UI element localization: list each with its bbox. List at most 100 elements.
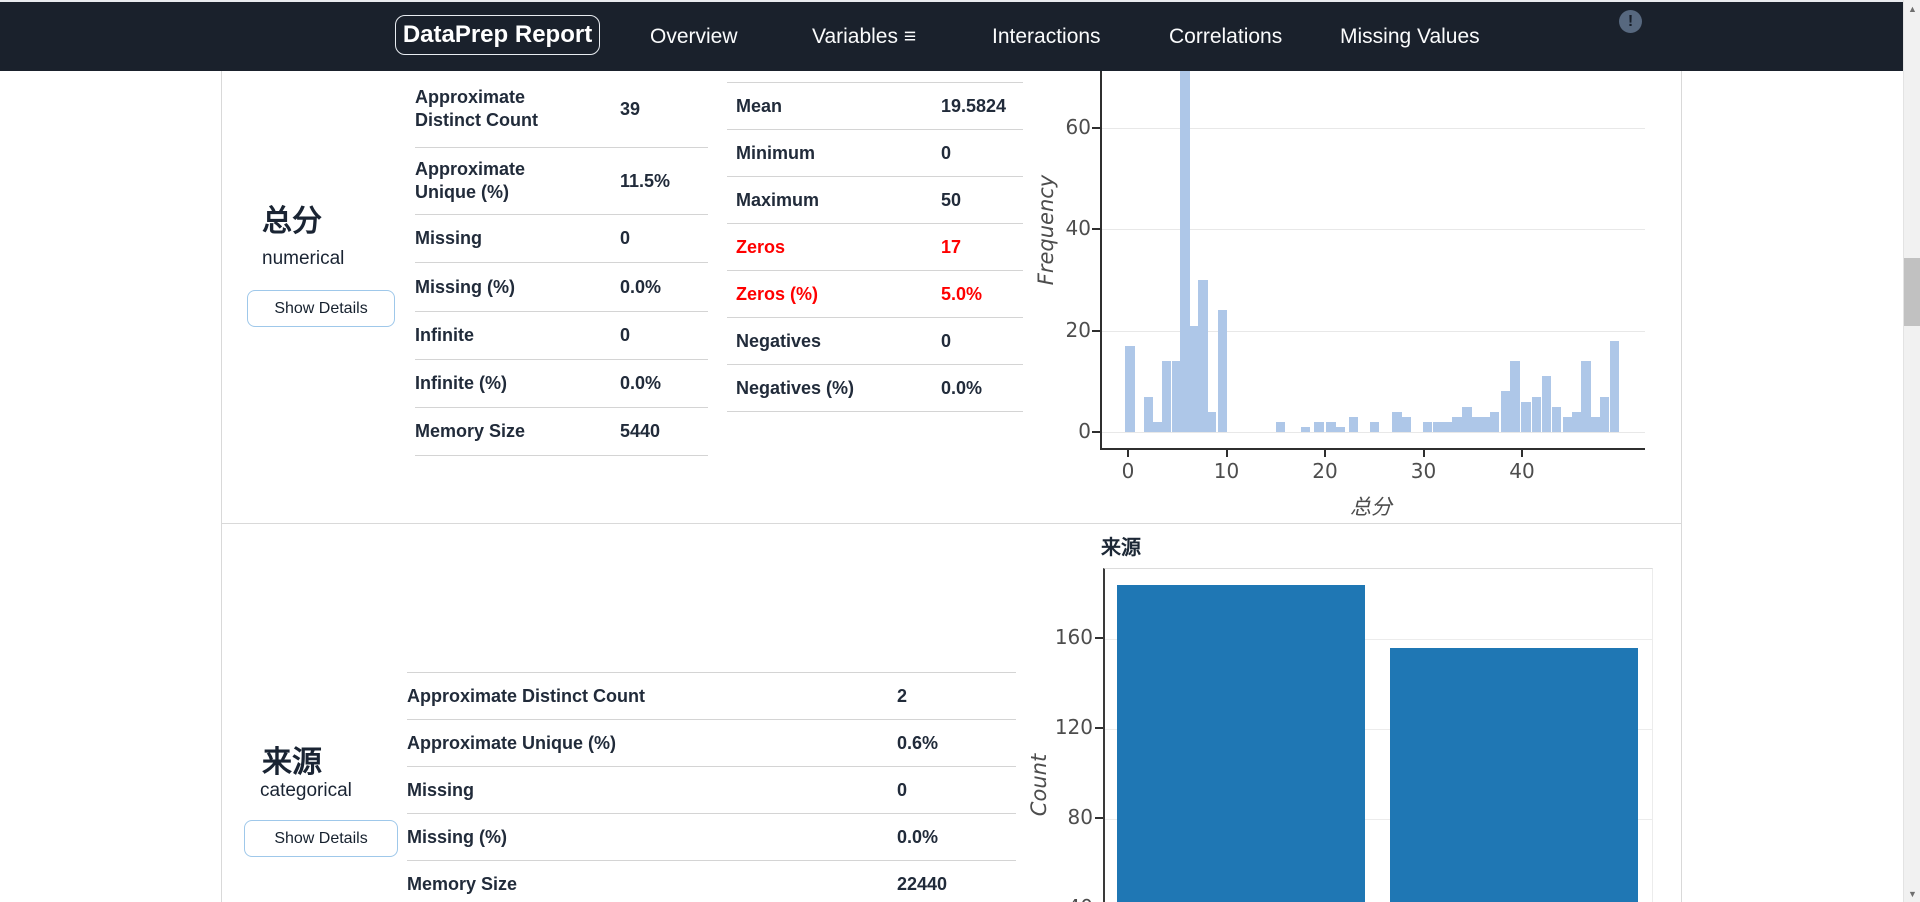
scrollbar-thumb[interactable] — [1904, 258, 1920, 326]
scrollbar-down-icon[interactable]: ▼ — [1908, 888, 1917, 899]
x-tick-label: 10 — [1213, 459, 1240, 483]
stat-value: 19.5824 — [941, 95, 1007, 116]
histogram-bar — [1480, 416, 1491, 432]
stat-label: Approximate Unique (%) — [407, 732, 617, 753]
histogram-bar — [1600, 396, 1610, 432]
category-bar — [1117, 585, 1365, 902]
top-edge-line — [0, 0, 1920, 2]
stat-value: 0 — [941, 142, 952, 163]
stat-value: 2 — [897, 685, 908, 706]
gridline — [1102, 432, 1645, 433]
histogram-bar — [1472, 416, 1482, 432]
alert-icon[interactable]: ! — [1619, 10, 1642, 33]
x-tick-label: 40 — [1509, 459, 1535, 483]
show-details-button[interactable]: Show Details — [247, 290, 395, 327]
histogram-chart: Frequency 0 20 40 60 0 10 20 30 40 总分 — [1031, 71, 1681, 523]
stat-row: Negatives (%) 0.0% — [727, 365, 1023, 412]
histogram-bar — [1489, 411, 1500, 432]
histogram-bar — [1452, 416, 1462, 432]
x-tick — [1127, 450, 1129, 457]
stat-label: Zeros (%) — [736, 283, 819, 304]
y-tick-label: 160 — [1054, 625, 1093, 649]
stat-row: Approximate Unique (%) 11.5% — [415, 148, 708, 215]
histogram-bar — [1392, 411, 1402, 432]
x-tick-label: 20 — [1312, 459, 1338, 483]
histogram-bar — [1125, 345, 1135, 432]
bar-chart-title: 来源 — [1101, 537, 1141, 559]
stat-value: 0.6% — [897, 732, 939, 753]
page-scrollbar[interactable]: ▲ ▼ — [1903, 0, 1920, 902]
stat-row: Infinite 0 — [415, 312, 708, 360]
stat-row: Infinite (%) 0.0% — [415, 360, 708, 408]
section-divider — [221, 523, 1681, 524]
stat-value: 39 — [620, 98, 641, 119]
brand-button[interactable]: DataPrep Report — [395, 15, 600, 55]
stat-row: Minimum 0 — [727, 130, 1023, 177]
y-tick-label: 40 — [1065, 216, 1091, 241]
stat-label: Approximate Distinct Count — [407, 685, 646, 706]
x-tick-label: 0 — [1121, 459, 1135, 483]
overview-stats-table: Approximate Distinct Count 39 Approximate … — [415, 71, 708, 456]
stat-row: Approximate Distinct Count 2 — [407, 673, 1016, 720]
stat-row: Approximate Unique (%) 0.6% — [407, 720, 1016, 767]
histogram-bar — [1500, 391, 1510, 432]
histogram-bar — [1562, 416, 1573, 432]
variable-name-laiyuan: 来源 — [262, 746, 322, 779]
stat-label: Memory Size — [415, 421, 526, 441]
histogram-plot-area — [1100, 71, 1645, 450]
stat-label: Infinite (%) — [415, 373, 507, 393]
x-tick — [1225, 450, 1228, 457]
histogram-bar — [1144, 396, 1154, 432]
categorical-stats-table: Approximate Distinct Count 2 Approximate U… — [407, 672, 1016, 902]
stat-value: 0.0% — [620, 276, 662, 297]
histogram-bar — [1171, 361, 1181, 432]
show-details-button[interactable]: Show Details — [244, 820, 398, 857]
stat-label: Zeros — [736, 236, 786, 257]
stat-label: Negatives (%) — [736, 377, 855, 398]
stat-row: Zeros 17 — [727, 224, 1023, 271]
histogram-bar — [1336, 426, 1346, 432]
y-tick — [1095, 637, 1103, 639]
stat-row: Memory Size 5440 — [415, 408, 708, 456]
stat-row: Approximate Distinct Count 39 — [415, 71, 708, 148]
histogram-bar — [1510, 361, 1520, 432]
stat-row: Missing (%) 0.0% — [415, 263, 708, 312]
stat-value: 50 — [941, 189, 962, 210]
y-tick-label: 60 — [1065, 114, 1091, 139]
y-tick-label: 80 — [1067, 805, 1093, 829]
y-tick-label: 120 — [1054, 715, 1093, 739]
x-tick — [1521, 450, 1523, 457]
histogram-bar — [1541, 376, 1552, 432]
y-tick — [1092, 228, 1100, 231]
gridline — [1105, 819, 1652, 820]
stat-value: 22440 — [897, 873, 948, 894]
nav-missing-values[interactable]: Missing Values — [1340, 25, 1480, 48]
histogram-bar — [1462, 406, 1472, 432]
nav-overview[interactable]: Overview — [650, 25, 738, 48]
variable-type-label: numerical — [262, 248, 345, 269]
histogram-bar — [1189, 325, 1199, 432]
stat-row: Missing 0 — [407, 767, 1016, 814]
y-tick — [1095, 817, 1103, 819]
histogram-bar — [1314, 421, 1324, 432]
stat-label: Minimum — [736, 142, 815, 163]
histogram-bar — [1581, 361, 1591, 432]
histogram-bar — [1591, 416, 1601, 432]
container-border-left — [221, 71, 222, 902]
histogram-bar — [1369, 421, 1379, 432]
histogram-bar — [1521, 401, 1531, 432]
y-tick — [1095, 727, 1103, 729]
nav-correlations[interactable]: Correlations — [1169, 25, 1283, 48]
histogram-bar — [1532, 396, 1542, 432]
stat-row: Mean 19.5824 — [727, 83, 1023, 130]
nav-variables[interactable]: Variables ≡ — [812, 25, 917, 48]
stat-value: 0 — [941, 330, 952, 351]
histogram-bar — [1551, 406, 1562, 432]
stat-row: Missing 0 — [415, 215, 708, 263]
navbar: DataPrep Report Overview Variables ≡ Inter… — [0, 2, 1903, 71]
histogram-bar — [1442, 421, 1452, 432]
stat-label: Missing (%) — [415, 276, 516, 297]
histogram-bar — [1422, 421, 1433, 432]
scrollbar-up-icon[interactable]: ▲ — [1908, 3, 1917, 14]
nav-interactions[interactable]: Interactions — [992, 25, 1101, 48]
